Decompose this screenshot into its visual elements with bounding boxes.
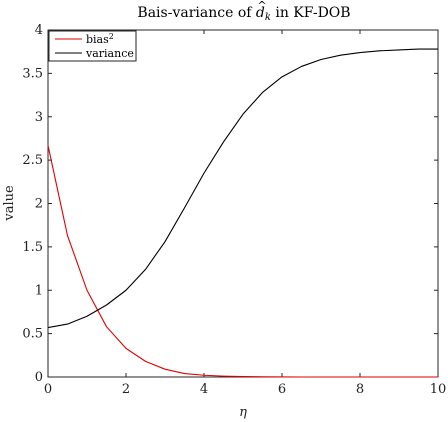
legend-box bbox=[48, 30, 137, 62]
y-tick-label: 4 bbox=[35, 23, 43, 38]
x-tick-label: 10 bbox=[430, 382, 447, 397]
legend: bias2 variance bbox=[48, 30, 137, 62]
y-tick-label: 3.5 bbox=[22, 66, 43, 81]
y-axis: 0 0.5 1 1.5 2 2.5 3 3.5 4 bbox=[22, 23, 438, 385]
x-tick-label: 4 bbox=[200, 382, 208, 397]
chart-title: Bais-variance of dk in KF-DOB bbox=[137, 5, 350, 23]
series-line-bias bbox=[47, 145, 438, 378]
legend-label-bias-text: bias bbox=[86, 33, 109, 46]
y-tick-label: 0.5 bbox=[22, 327, 43, 342]
series-lines bbox=[47, 48, 438, 378]
legend-label-bias: bias2 bbox=[86, 32, 114, 46]
x-axis: 0 2 4 6 8 10 bbox=[44, 30, 446, 397]
x-tick-label: 8 bbox=[356, 382, 364, 397]
chart-title-suffix: in KF-DOB bbox=[271, 5, 351, 21]
y-tick-label: 1 bbox=[35, 283, 43, 298]
series-line-variance bbox=[47, 48, 438, 329]
chart-title-hat: ^ bbox=[257, 0, 266, 12]
y-tick-label: 3 bbox=[35, 110, 43, 125]
chart-title-var: d bbox=[256, 5, 265, 21]
x-tick-label: 0 bbox=[44, 382, 52, 397]
chart-title-sub: k bbox=[265, 12, 271, 23]
y-tick-label: 0 bbox=[35, 370, 43, 385]
y-axis-label: value bbox=[2, 185, 17, 222]
y-tick-label: 1.5 bbox=[22, 240, 43, 255]
legend-label-variance: variance bbox=[85, 47, 134, 60]
y-tick-label: 2 bbox=[35, 197, 43, 212]
plot-area-frame bbox=[47, 29, 439, 378]
y-tick-label: 2.5 bbox=[22, 153, 43, 168]
x-axis-label: η bbox=[239, 405, 247, 420]
x-tick-label: 6 bbox=[278, 382, 286, 397]
legend-label-bias-sup: 2 bbox=[109, 32, 114, 41]
chart-title-prefix: Bais-variance of bbox=[137, 5, 255, 21]
x-tick-label: 2 bbox=[122, 382, 130, 397]
